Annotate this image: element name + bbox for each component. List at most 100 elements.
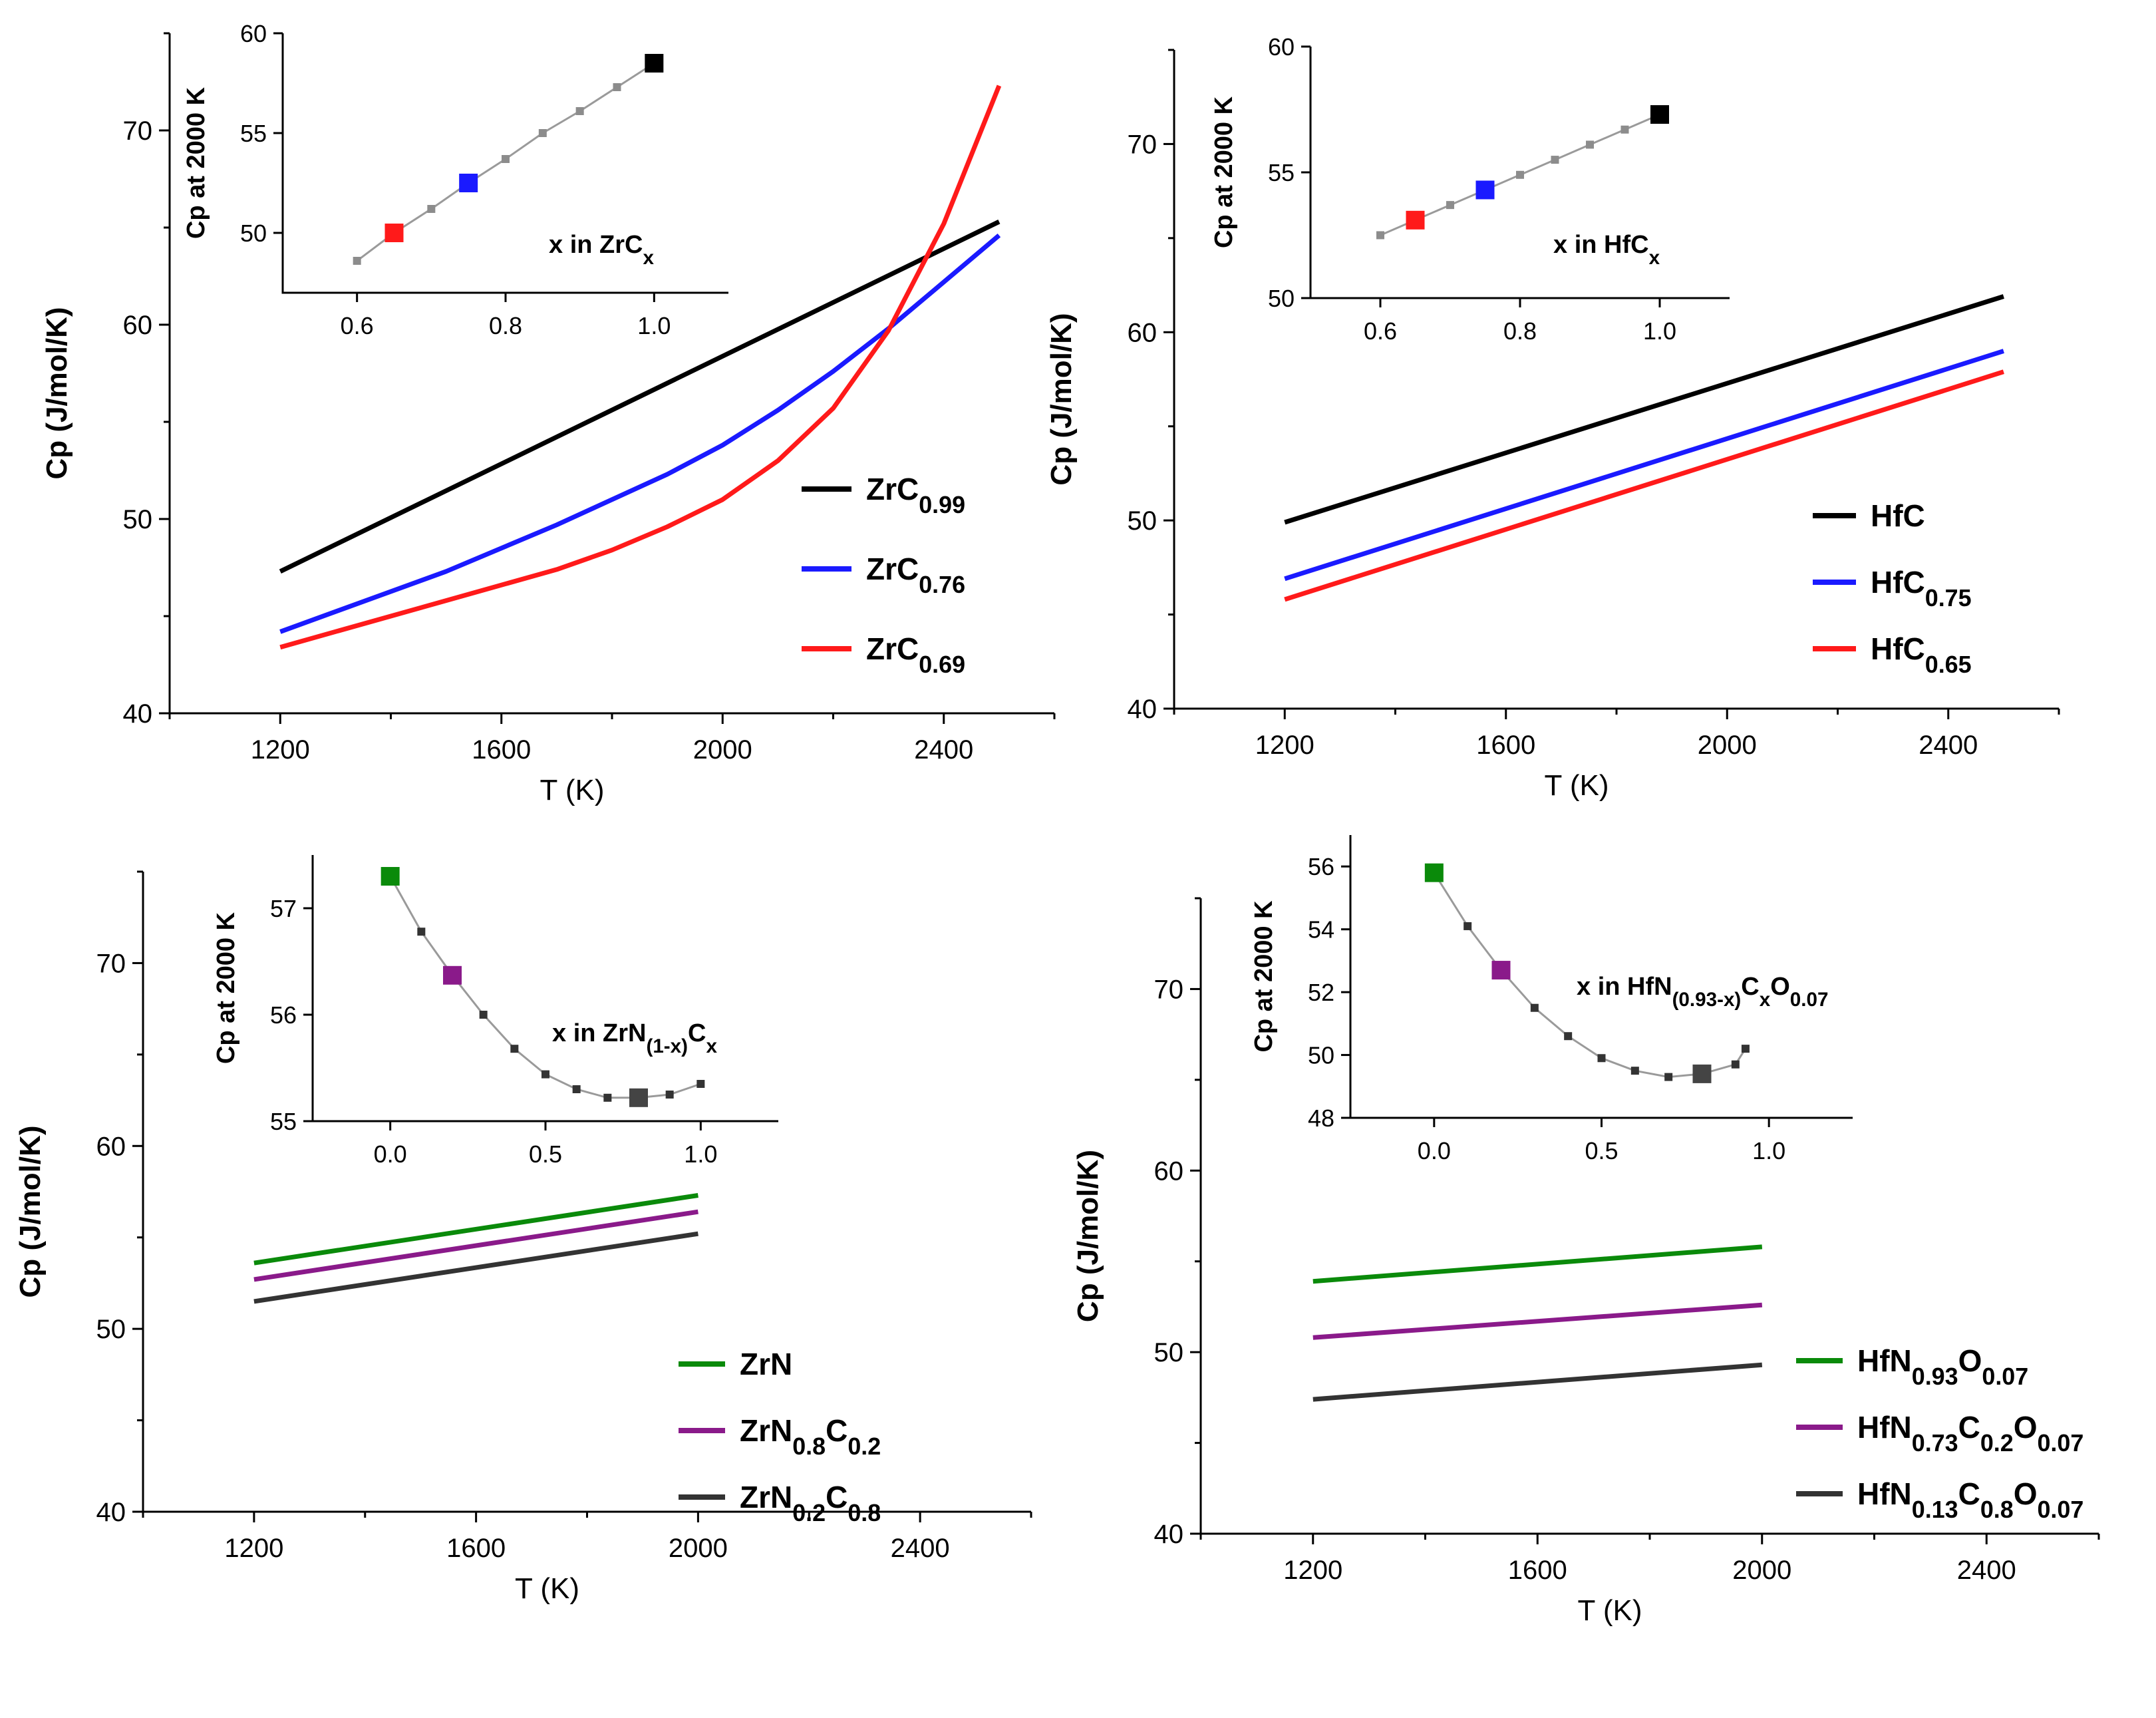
inset: 0.6 0.8 1.0 50 55 60 Cp at 2000 K x in ZrCx <box>182 20 728 339</box>
inset-data-point <box>1516 170 1524 179</box>
series-line-2 <box>279 85 1002 650</box>
inset-y-tick-label: 50 <box>1268 285 1295 312</box>
inset-x-label-text: x in ZrC <box>549 231 643 259</box>
legend-text: O <box>1958 1343 1982 1378</box>
x-tick-label: 2400 <box>891 1534 950 1563</box>
legend-subscript: 0.76 <box>919 572 965 598</box>
legend-text: ZrN <box>740 1480 792 1514</box>
inset-x-label-subscript: x <box>706 1035 717 1057</box>
x-tick-label: 2000 <box>693 735 752 765</box>
inset-y-tick-label: 52 <box>1308 979 1334 1006</box>
inset-x-axis-label: x in HfCx <box>1553 231 1660 269</box>
x-tick-label: 1200 <box>251 735 310 765</box>
x-tick-label: 1600 <box>1476 731 1535 760</box>
inset-highlight-point <box>459 174 478 192</box>
inset-y-axis-label: Cp at 2000 K <box>1250 900 1278 1053</box>
legend-text: ZrC <box>866 472 919 506</box>
inset-data-point <box>510 1045 519 1053</box>
y-tick-label: 40 <box>1128 695 1157 724</box>
x-tick-label: 1200 <box>1255 731 1314 760</box>
series-line-0 <box>1312 1244 1763 1284</box>
inset-data-point <box>1446 201 1454 210</box>
inset-x-tick-label: 0.5 <box>1585 1137 1618 1164</box>
legend-subscript: 0.8 <box>1980 1496 2014 1523</box>
inset-highlight-point <box>629 1088 648 1107</box>
legend-subscript: 0.13 <box>1912 1496 1958 1523</box>
inset-highlight-point <box>1424 863 1444 882</box>
inset-data-point <box>427 205 436 213</box>
inset-x-label-subscript: x <box>1649 247 1660 269</box>
series-line-2 <box>1312 1362 1763 1402</box>
series-line-0 <box>279 220 1001 574</box>
inset-data-point <box>575 107 584 115</box>
inset-data-point <box>572 1085 581 1093</box>
inset-x-tick-label: 0.6 <box>1364 317 1397 345</box>
inset-highlight-point <box>1491 961 1511 980</box>
inset-x-label-text: O <box>1770 973 1790 1001</box>
legend-subscript: 0.73 <box>1912 1430 1958 1457</box>
y-tick-label: 50 <box>1128 506 1157 536</box>
y-axis-label: Cp (J/mol/K) <box>1045 313 1078 485</box>
legend-text: C <box>1958 1410 1980 1445</box>
inset-x-tick-label: 0.0 <box>374 1140 407 1168</box>
inset-x-tick-label: 0.8 <box>1503 317 1537 345</box>
inset-x-tick-label: 0.8 <box>489 312 522 339</box>
inset-data-point <box>502 155 510 163</box>
inset-highlight-point <box>381 867 400 886</box>
legend-text: HfC <box>1871 498 1925 533</box>
y-axis-label: Cp (J/mol/K) <box>1072 1150 1104 1322</box>
x-tick-label: 1200 <box>1283 1556 1342 1585</box>
legend-label: ZrN0.2C0.8 <box>740 1480 881 1526</box>
y-tick-label: 60 <box>1154 1156 1184 1186</box>
inset-y-tick-label: 57 <box>270 895 297 922</box>
x-tick-label: 1600 <box>1508 1556 1567 1585</box>
inset-y-tick-label: 60 <box>240 20 267 47</box>
series-line-1 <box>1312 1302 1763 1340</box>
legend-text: HfC <box>1871 631 1925 666</box>
inset-data-point <box>1630 1067 1639 1075</box>
inset: 0.0 0.5 1.0 48 50 52 54 56 Cp at 2000 K x in HfN(… <box>1250 835 1853 1164</box>
axes-frame <box>142 872 1031 1513</box>
legend-text: ZrC <box>866 631 919 666</box>
legend-subscript: 0.07 <box>2037 1496 2083 1523</box>
x-axis-label: T (K) <box>1545 769 1609 802</box>
legend-text: C <box>826 1480 847 1514</box>
inset-x-label-subscript: 0.07 <box>1790 989 1829 1011</box>
legend-subscript: 0.75 <box>1925 585 1972 611</box>
inset-y-axis-label: Cp at 2000 K <box>212 912 240 1064</box>
inset-highlight-point <box>1475 180 1495 200</box>
y-axis-label: Cp (J/mol/K) <box>41 307 73 479</box>
inset-x-label-subscript: x <box>1760 989 1771 1011</box>
inset-data-point <box>1586 140 1594 149</box>
y-tick-label: 50 <box>96 1315 126 1344</box>
x-axis-label: T (K) <box>1578 1594 1642 1627</box>
legend-text: ZrN <box>740 1347 792 1381</box>
inset-x-label-subscript: x <box>643 247 654 269</box>
inset: 0.6 0.8 1.0 50 55 60 Cp at 2000 K x in HfCx <box>1210 33 1730 345</box>
legend-subscript: 0.93 <box>1912 1363 1958 1390</box>
y-tick-label: 50 <box>1154 1338 1184 1367</box>
inset-x-label-text: C <box>688 1019 706 1047</box>
inset-x-axis-label: x in ZrCx <box>549 231 654 269</box>
legend-label: ZrN <box>740 1347 792 1381</box>
legend-subscript: 0.07 <box>2037 1430 2083 1457</box>
inset-data-point <box>1731 1060 1740 1069</box>
legend-text: HfN <box>1857 1343 1912 1378</box>
y-tick-label: 60 <box>96 1132 126 1161</box>
inset-y-tick-label: 50 <box>1308 1042 1334 1069</box>
inset-y-tick-label: 50 <box>240 220 267 247</box>
legend-subscript: 0.99 <box>919 492 965 518</box>
panel-top-left: 1200 1600 2000 2400 40 50 60 70 T (K) Cp (J/mol/K… <box>41 20 1056 806</box>
series-line-1 <box>279 234 1001 634</box>
inset-data-point <box>665 1091 674 1099</box>
x-tick-label: 2400 <box>1919 731 1978 760</box>
legend-subscript: 0.2 <box>847 1433 881 1460</box>
inset-highlight-point <box>645 54 664 73</box>
legend-text: O <box>2014 1476 2038 1511</box>
legend-label: HfC0.75 <box>1871 565 1972 611</box>
inset-data-point <box>479 1011 488 1019</box>
legend-label: HfN0.73C0.2O0.07 <box>1857 1410 2083 1457</box>
y-tick-label: 60 <box>1128 318 1157 347</box>
